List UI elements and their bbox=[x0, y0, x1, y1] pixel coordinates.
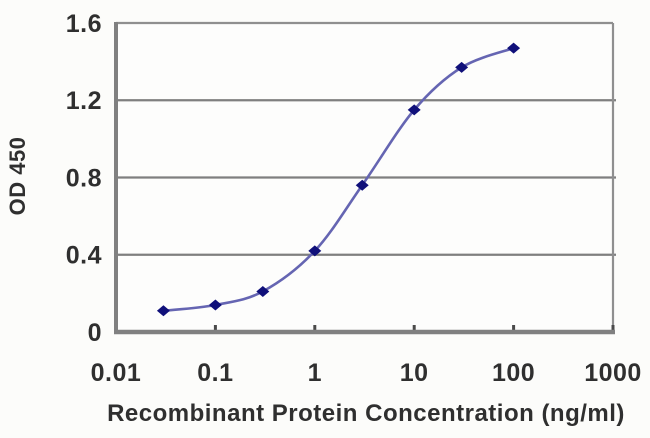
data-point-marker bbox=[308, 245, 322, 257]
data-point-marker bbox=[256, 285, 270, 297]
y-tick-label: 0.4 bbox=[66, 242, 102, 270]
data-point-marker bbox=[507, 42, 521, 54]
data-point-markers bbox=[156, 42, 521, 317]
x-tick-label: 0.01 bbox=[91, 359, 142, 387]
y-tick-label: 1.2 bbox=[66, 87, 102, 115]
x-axis-title: Recombinant Protein Concentration (ng/ml… bbox=[107, 400, 625, 427]
series-line-layer bbox=[162, 46, 515, 313]
y-axis-title: OD 450 bbox=[5, 137, 30, 216]
y-tick-label: 0.8 bbox=[66, 164, 102, 192]
x-tick-label: 0.1 bbox=[197, 359, 233, 387]
y-tick-label: 1.6 bbox=[66, 10, 102, 38]
x-tick-label: 100 bbox=[492, 359, 535, 387]
y-tick-label: 0 bbox=[88, 319, 102, 347]
series-line bbox=[162, 46, 515, 313]
x-tick-label: 10 bbox=[400, 359, 429, 387]
tick-labels: 0 0.4 0.8 1.2 1.6 0.01 0.1 1 10 100 1000 bbox=[66, 10, 642, 387]
data-point-marker bbox=[355, 179, 369, 191]
data-point-marker bbox=[407, 104, 421, 116]
plot-border bbox=[116, 21, 615, 332]
data-point-marker bbox=[455, 61, 469, 73]
data-point-marker bbox=[156, 305, 170, 317]
x-tick-label: 1000 bbox=[584, 359, 642, 387]
axes bbox=[114, 22, 615, 335]
data-point-marker bbox=[208, 299, 222, 311]
x-tick-label: 1 bbox=[308, 359, 322, 387]
